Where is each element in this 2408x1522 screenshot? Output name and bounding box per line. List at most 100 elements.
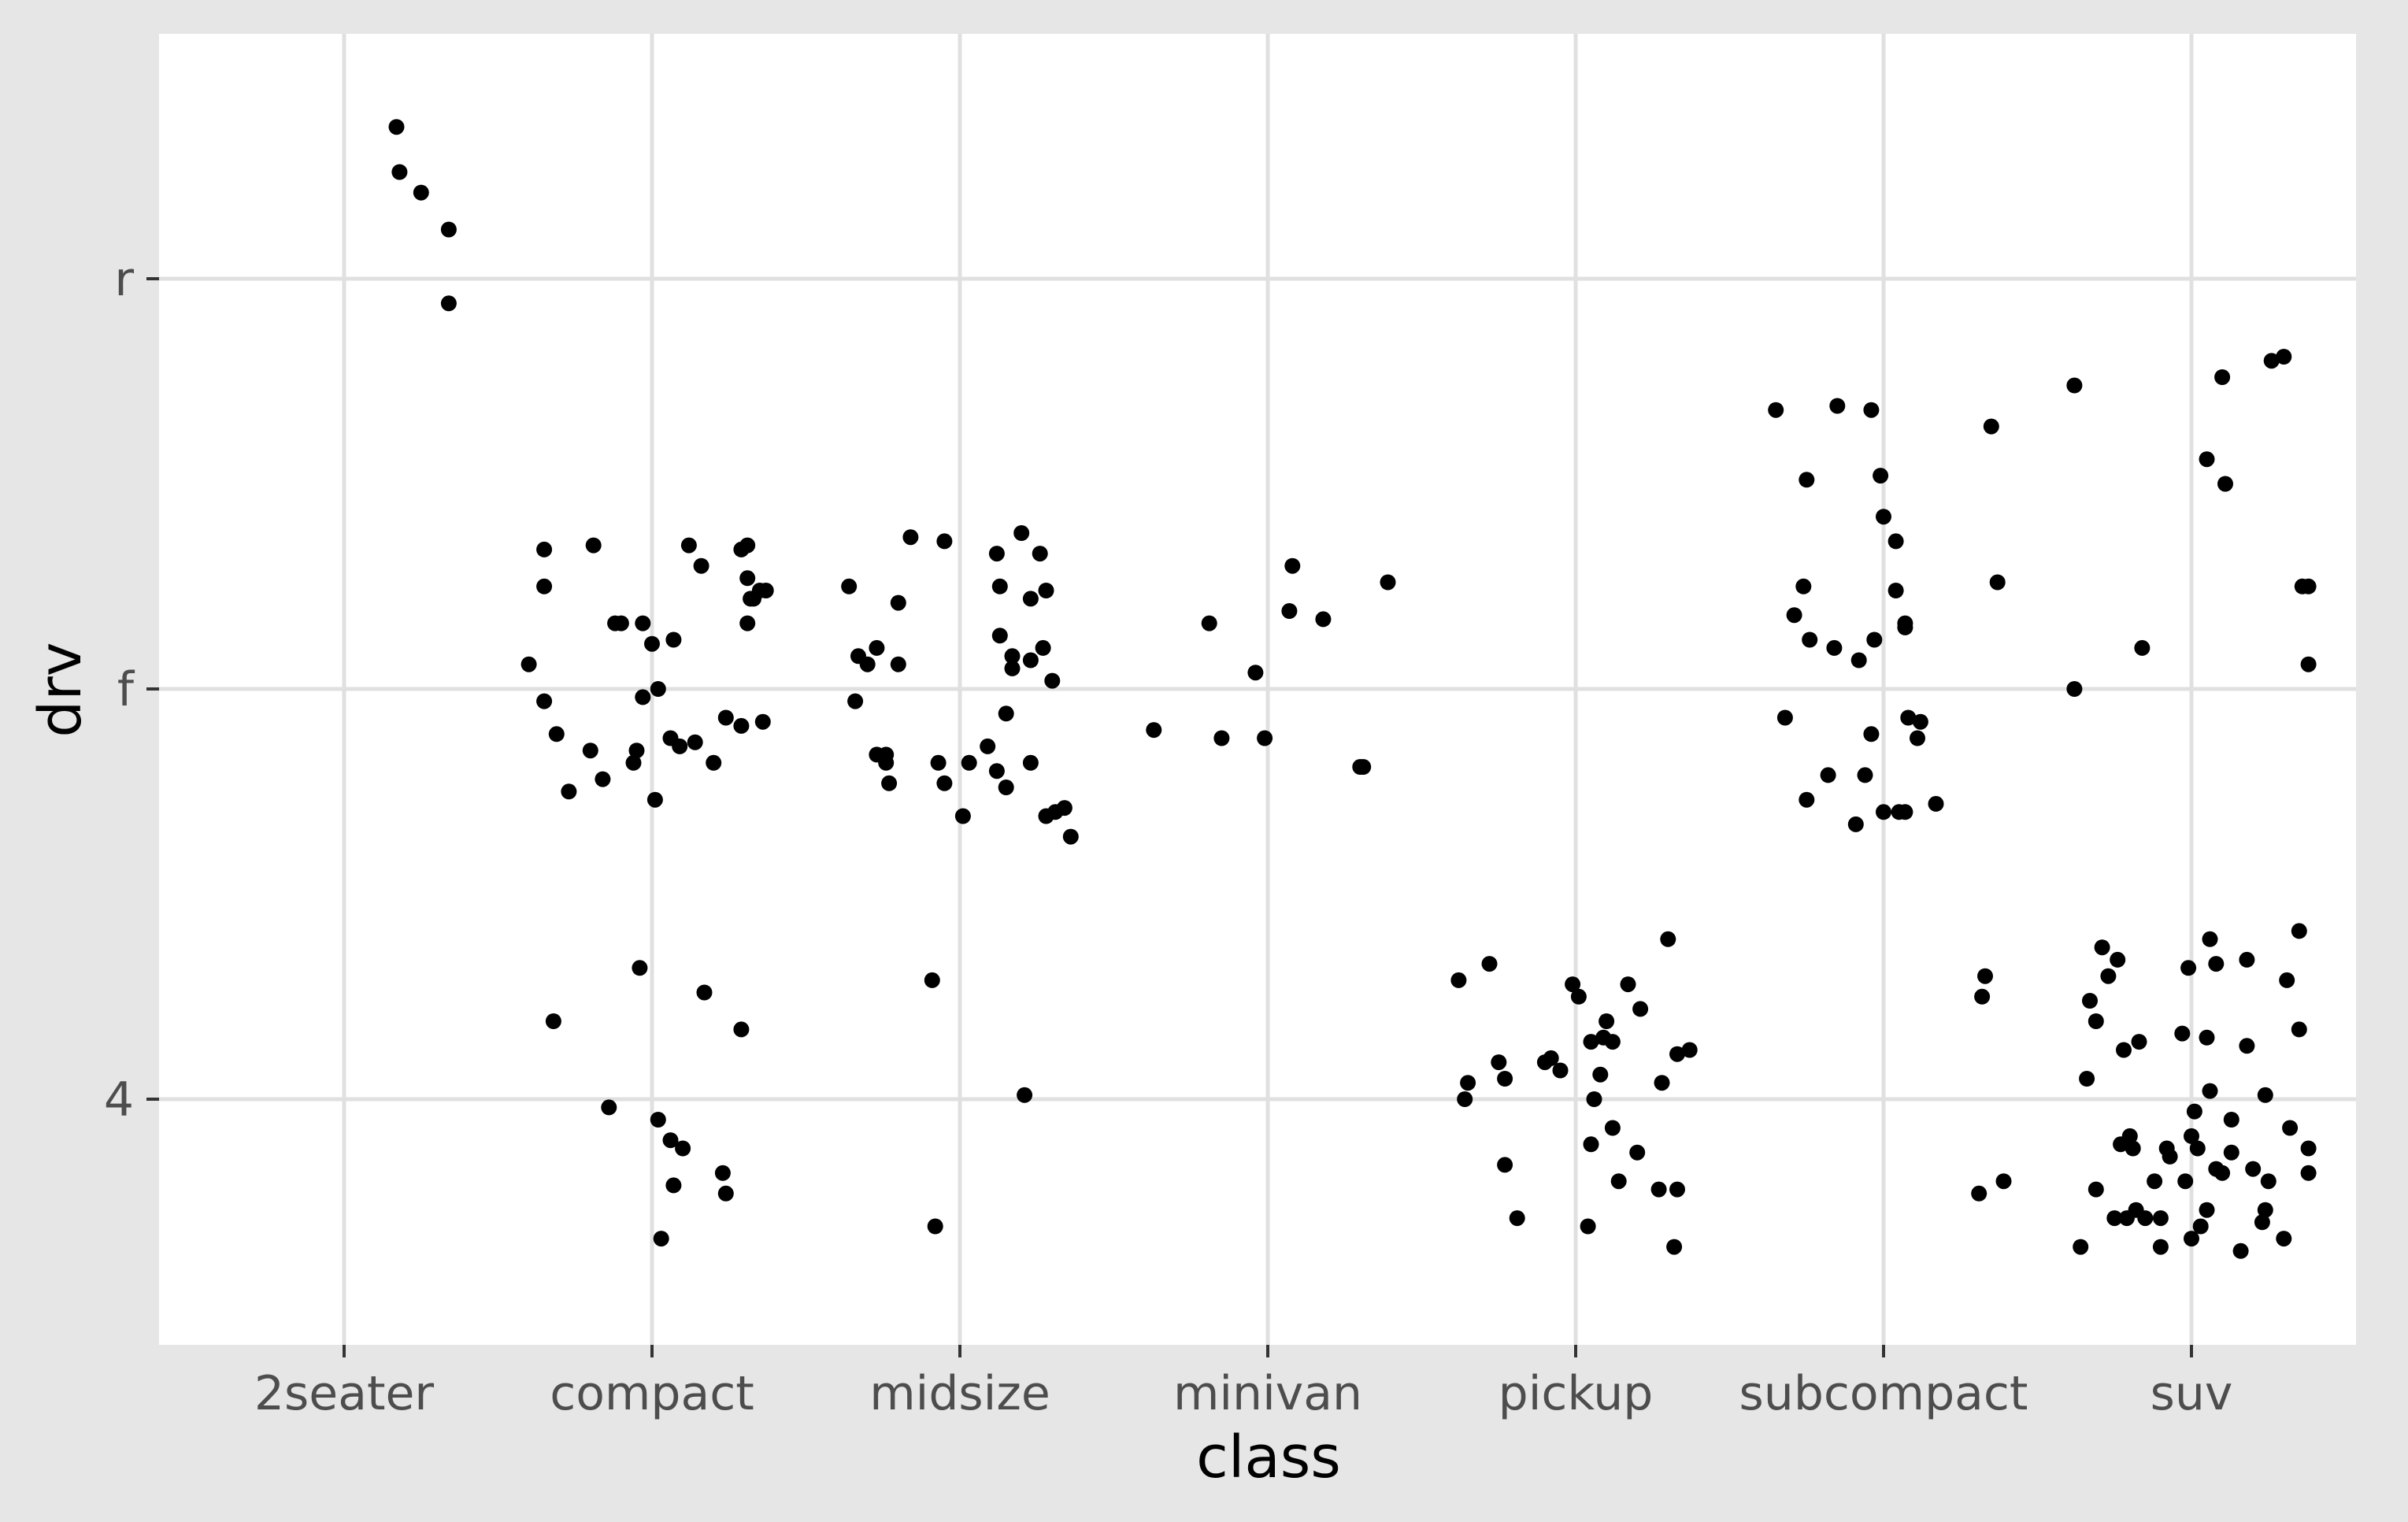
data-point [2066, 377, 2083, 394]
data-point [2066, 681, 2083, 697]
data-point [1044, 672, 1061, 689]
data-point [1580, 1218, 1596, 1235]
data-point [847, 693, 864, 709]
data-point [1888, 533, 1904, 550]
x-tick-label: suv [2151, 1366, 2233, 1421]
data-point [1380, 574, 1396, 591]
data-point [413, 184, 429, 201]
data-point [717, 1185, 734, 1202]
data-point [706, 754, 722, 771]
data-point [2276, 1231, 2292, 1247]
data-point [2208, 956, 2225, 972]
x-tick-label: minivan [1173, 1366, 1362, 1421]
data-point [1610, 1173, 1627, 1190]
data-point [936, 533, 953, 550]
data-point [1586, 1091, 1602, 1107]
data-point [1900, 709, 1917, 726]
data-point [2184, 1231, 2199, 1247]
data-point [2152, 1210, 2169, 1227]
data-point [2199, 1202, 2215, 1218]
data-point [841, 578, 858, 594]
data-point [733, 717, 750, 734]
x-tick-label: midsize [869, 1366, 1050, 1421]
data-point [1971, 1185, 1988, 1202]
data-point [2300, 656, 2317, 672]
data-point [1213, 730, 1230, 746]
data-point [1873, 468, 1889, 484]
data-point [1315, 611, 1332, 628]
data-point [687, 734, 703, 750]
data-point [930, 754, 947, 771]
grid-lines [159, 34, 2356, 1345]
data-point [2239, 1038, 2255, 1054]
data-point [1799, 472, 1815, 488]
data-point [1013, 525, 1030, 541]
data-point [1876, 509, 1891, 525]
y-axis-title: drv [27, 642, 94, 737]
data-point [2279, 972, 2295, 988]
data-point [1284, 557, 1301, 574]
data-point [1481, 956, 1498, 972]
data-point [1281, 603, 1298, 619]
data-point [632, 960, 648, 976]
x-tick-label: pickup [1499, 1366, 1654, 1421]
data-point [1497, 1071, 1513, 1087]
data-point [2082, 993, 2098, 1009]
data-point [1928, 795, 1944, 812]
data-point [391, 164, 408, 180]
data-point [2232, 1242, 2249, 1259]
data-point [1352, 759, 1369, 775]
data-point [1912, 713, 1928, 730]
data-point [601, 1099, 617, 1116]
data-point [2239, 951, 2255, 968]
data-point [2186, 1103, 2202, 1120]
data-point [1509, 1210, 1525, 1227]
data-point [1829, 398, 1846, 414]
y-tick-label: r [114, 252, 134, 307]
data-point [2276, 349, 2292, 365]
data-point [1863, 726, 1880, 742]
data-point [625, 754, 642, 771]
data-point [536, 578, 553, 594]
data-point [2223, 1144, 2239, 1161]
data-point [2223, 1112, 2239, 1128]
data-point [2202, 931, 2218, 947]
data-point [954, 808, 971, 824]
data-point [754, 713, 771, 730]
data-point [1632, 1001, 1649, 1017]
data-point [988, 546, 1005, 562]
data-point [582, 742, 598, 759]
data-point [440, 221, 457, 238]
data-point [2291, 923, 2307, 939]
data-point [1022, 591, 1039, 607]
x-tick-label: 2seater [254, 1366, 435, 1421]
data-point [1857, 767, 1873, 783]
data-point [1850, 652, 1867, 668]
data-point [2073, 1239, 2089, 1255]
data-point [2257, 1087, 2273, 1103]
data-point [2300, 1165, 2317, 1181]
data-point [717, 709, 734, 726]
data-point [1491, 1054, 1507, 1071]
data-point [2177, 1173, 2194, 1190]
data-point [890, 656, 906, 672]
data-point [653, 1231, 669, 1247]
data-point [739, 615, 756, 631]
data-point [733, 1021, 750, 1038]
data-point [595, 771, 611, 787]
data-point [665, 1177, 682, 1194]
data-point [2106, 1210, 2123, 1227]
data-point [2199, 1029, 2215, 1046]
data-point [693, 557, 709, 574]
data-point [1460, 1075, 1476, 1091]
data-point [859, 656, 876, 672]
data-point [1776, 709, 1793, 726]
data-point [1604, 1120, 1621, 1136]
data-point [2257, 1202, 2273, 1218]
data-point [2137, 1210, 2154, 1227]
data-point [2088, 1181, 2104, 1198]
data-point [1995, 1173, 2012, 1190]
data-point [1786, 607, 1802, 624]
data-point [2300, 1140, 2317, 1157]
